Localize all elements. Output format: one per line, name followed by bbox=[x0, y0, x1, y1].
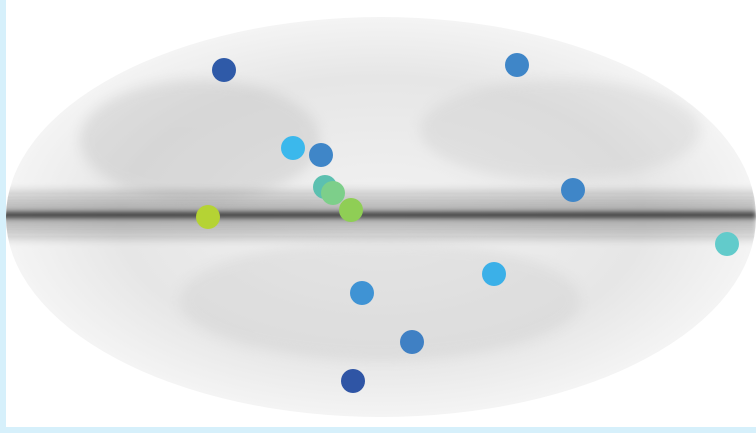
cloud bbox=[180, 240, 580, 360]
source-marker bbox=[321, 181, 345, 205]
frame-bottom bbox=[0, 427, 756, 433]
cloud bbox=[420, 80, 700, 180]
cloud bbox=[80, 80, 320, 200]
source-marker bbox=[212, 58, 236, 82]
source-marker bbox=[505, 53, 529, 77]
source-marker bbox=[339, 198, 363, 222]
source-marker bbox=[309, 143, 333, 167]
source-marker bbox=[281, 136, 305, 160]
sky-map bbox=[0, 0, 756, 433]
source-marker bbox=[561, 178, 585, 202]
galactic-plane bbox=[0, 185, 756, 245]
source-marker bbox=[715, 232, 739, 256]
source-marker bbox=[341, 369, 365, 393]
source-marker bbox=[196, 205, 220, 229]
source-marker bbox=[350, 281, 374, 305]
source-marker bbox=[482, 262, 506, 286]
source-marker bbox=[400, 330, 424, 354]
frame-left bbox=[0, 0, 6, 433]
